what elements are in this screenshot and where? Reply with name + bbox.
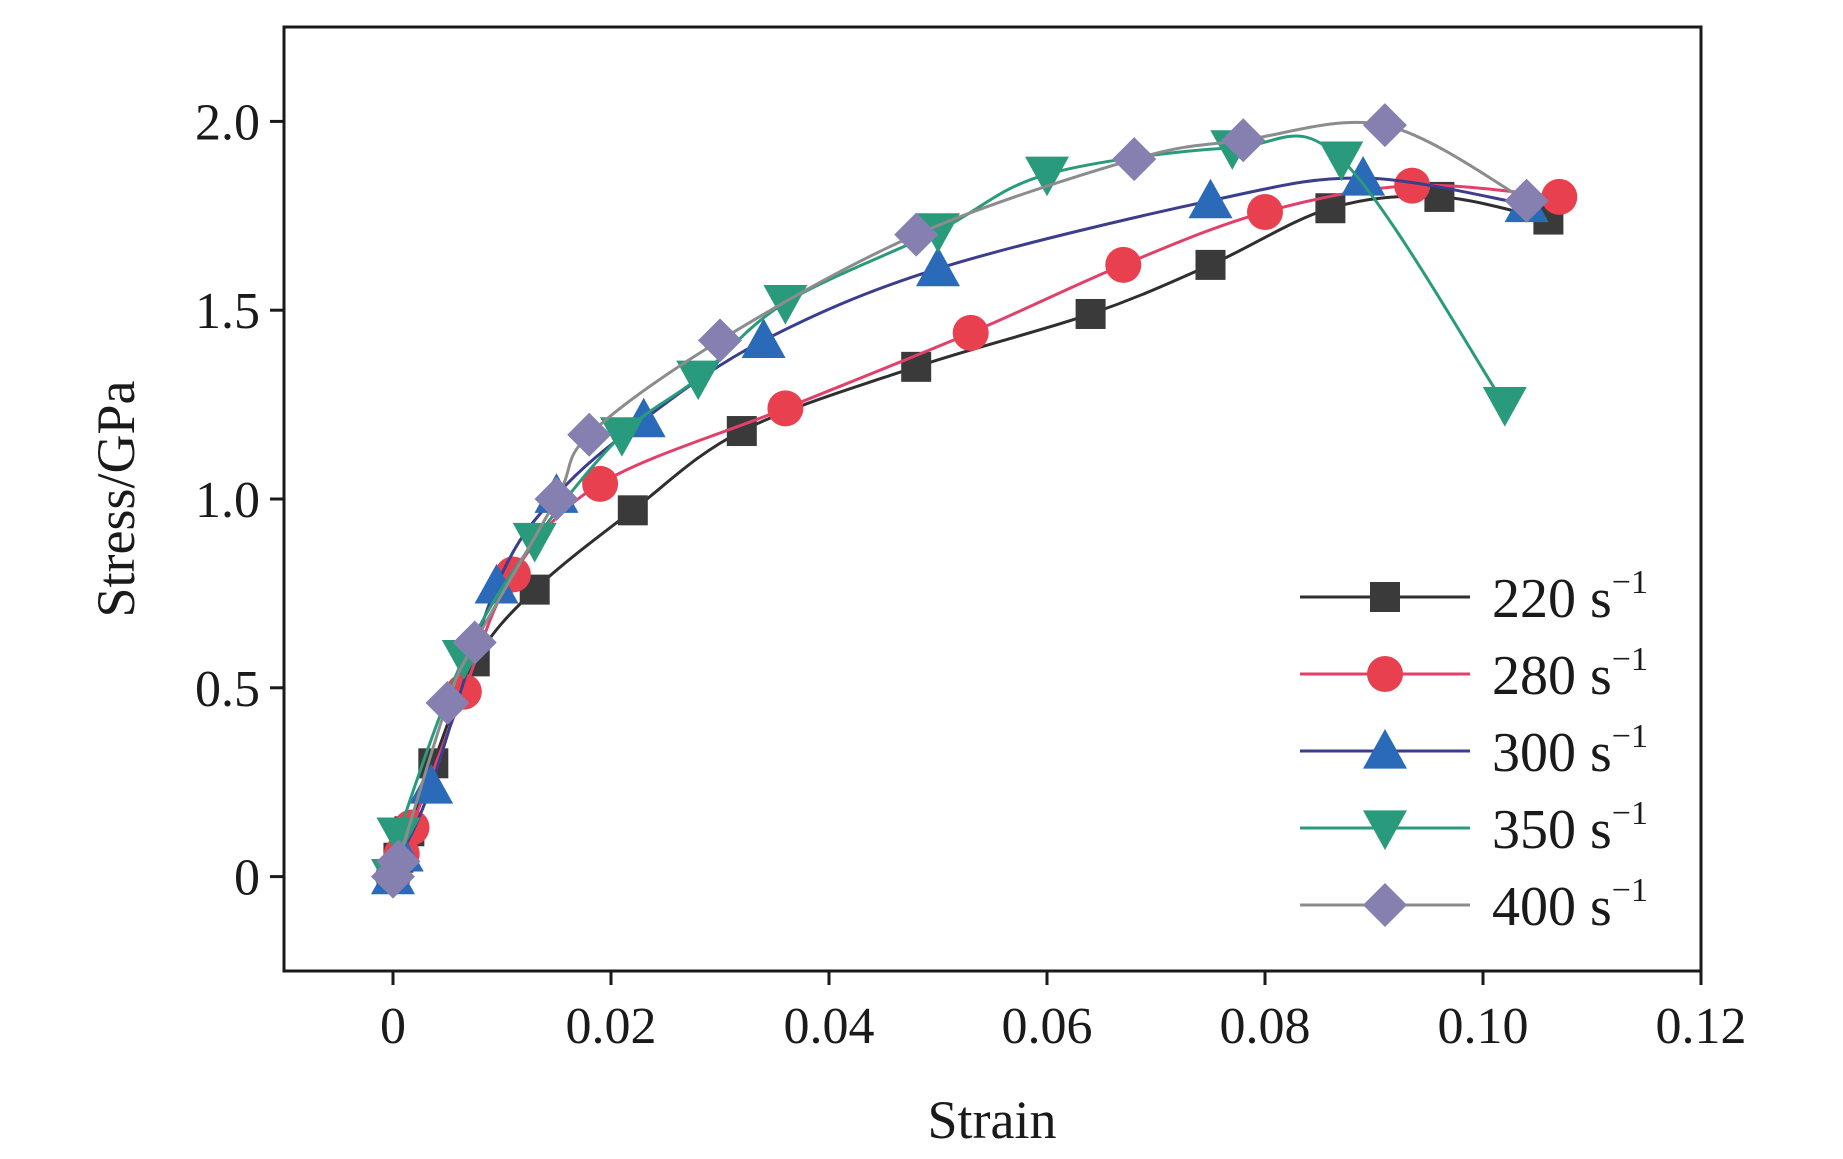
x-axis: 0 0.02 0.04 0.06 0.08 0.10 0.12 [380,971,1747,1055]
y-tick-label: 0 [234,850,260,907]
data-point [534,477,579,521]
legend-label: 350 s−1 [1492,795,1648,861]
data-point [741,318,786,359]
data-point [474,563,519,604]
data-point [1541,178,1578,215]
data-point [1112,137,1157,182]
legend-item: 300 s−1 [1300,718,1648,784]
legend-marker [1363,729,1407,769]
x-tick-label: 0.02 [566,998,657,1055]
y-tick-label: 0.5 [195,661,260,718]
data-point [376,839,421,884]
legend-label: 280 s−1 [1492,641,1648,707]
y-tick-label: 2.0 [195,94,260,151]
legend-item: 350 s−1 [1300,795,1648,861]
data-point [1482,387,1527,427]
data-point [1075,298,1106,329]
data-point [698,318,742,363]
data-point [1188,178,1233,219]
x-tick-label: 0.06 [1002,998,1093,1055]
data-point [1504,178,1549,223]
plot-frame [282,25,1703,973]
legend-item: 280 s−1 [1300,641,1648,707]
data-point [894,212,939,257]
data-point [1105,246,1142,283]
series-1 [375,167,1578,895]
y-tick-label: 1.5 [195,283,260,340]
data-point [452,620,497,665]
legend-marker [1370,582,1400,612]
data-point [916,246,960,287]
legend-item: 400 s−1 [1300,872,1648,938]
legend-marker [1363,810,1407,850]
legend-marker [1363,883,1407,927]
y-axis-title: Stress/GPa [86,380,146,617]
legend-marker [1367,656,1403,692]
data-point [763,285,808,325]
data-point [676,360,721,401]
legend: 220 s−1 280 s−1 300 s−1 350 s−1 400 s−1 [1300,564,1648,938]
legend-label: 400 s−1 [1492,872,1648,938]
legend-label: 300 s−1 [1492,718,1648,784]
x-tick-label: 0.12 [1656,998,1747,1055]
x-tick-label: 0.10 [1438,998,1529,1055]
data-point [1195,249,1226,280]
data-point [1247,194,1283,231]
series-layer [371,103,1578,899]
y-tick-label: 1.0 [195,472,260,529]
x-tick-label: 0.04 [784,998,875,1055]
data-point [512,522,557,563]
y-axis: 0 0.5 1.0 1.5 2.0 [195,94,284,907]
data-point [1394,167,1431,204]
series-line [391,183,1560,878]
data-point [567,412,612,457]
data-point [1341,156,1386,196]
data-point [425,680,470,725]
series-4 [371,103,1549,899]
data-point [1319,141,1364,182]
data-point [582,465,619,502]
data-point [599,417,644,457]
data-point [952,314,989,351]
data-point [617,495,648,526]
data-point [1362,103,1407,148]
data-point [1221,118,1266,163]
legend-item: 220 s−1 [1300,564,1648,630]
data-point [1025,156,1069,197]
x-tick-label: 0 [380,998,406,1055]
series-0 [378,181,1564,892]
x-tick-label: 0.08 [1220,998,1311,1055]
data-point [916,213,960,253]
data-point [767,390,804,427]
legend-label: 220 s−1 [1492,564,1648,630]
x-axis-title: Strain [928,1090,1057,1150]
series-3 [371,130,1527,899]
series-line [391,176,1527,878]
series-line [391,194,1549,878]
